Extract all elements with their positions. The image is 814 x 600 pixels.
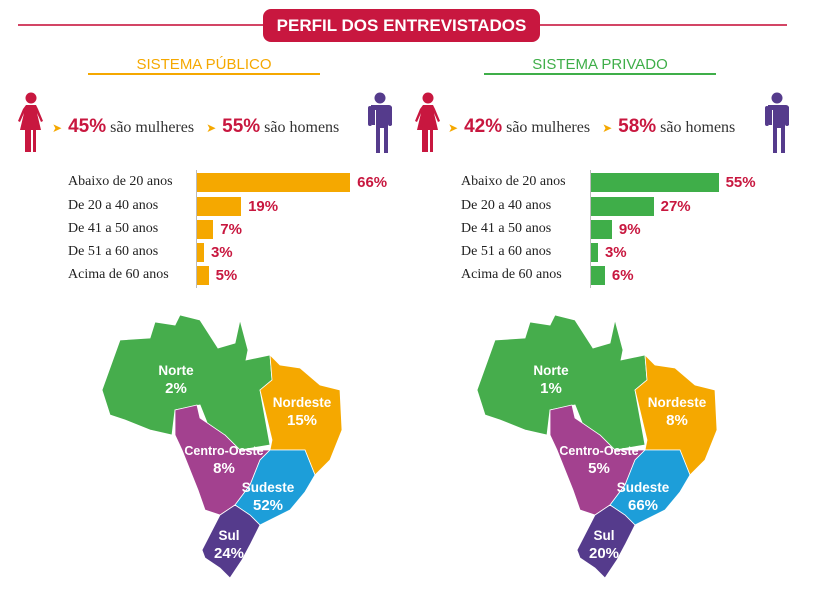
- map-region-name: Sudeste: [242, 480, 295, 495]
- arrow-icon: ➤: [206, 121, 217, 135]
- map-region-name: Centro-Oeste: [559, 444, 638, 458]
- bar-value-label: 9%: [618, 221, 641, 238]
- man-icon: [765, 92, 789, 159]
- page-title: PERFIL DOS ENTREVISTADOS: [263, 9, 540, 42]
- bar: [591, 173, 719, 192]
- bar-axis: [590, 170, 591, 288]
- bar-category-label: De 20 a 40 anos: [68, 198, 159, 213]
- map-region-value: 8%: [666, 412, 688, 429]
- map-region-value: 5%: [588, 460, 610, 477]
- section-title-publico: SISTEMA PÚBLICO: [136, 56, 272, 73]
- section-title-privado: SISTEMA PRIVADO: [532, 56, 668, 73]
- section-underline: [88, 73, 320, 75]
- map-region-value: 66%: [628, 497, 658, 514]
- bar-category-label: Abaixo de 20 anos: [68, 174, 173, 189]
- map-region-value: 15%: [287, 412, 317, 429]
- map-region-name: Sul: [593, 528, 614, 543]
- bar-category-label: Acima de 60 anos: [68, 267, 169, 282]
- bar-category-label: De 20 a 40 anos: [461, 198, 552, 213]
- bar-value-label: 27%: [660, 198, 691, 215]
- bar-category-label: Abaixo de 20 anos: [461, 174, 566, 189]
- woman-icon: [415, 92, 441, 159]
- man-icon: [368, 92, 392, 159]
- map-region-name: Norte: [533, 363, 569, 378]
- bar-value-label: 6%: [611, 267, 634, 284]
- woman-icon: [18, 92, 44, 159]
- map-region-nordeste: [259, 353, 343, 476]
- men-percent: 58%: [618, 116, 657, 137]
- section-underline: [484, 73, 716, 75]
- map-region-sul: [201, 504, 261, 579]
- bar: [197, 197, 242, 216]
- women-label: são mulheres: [506, 119, 591, 136]
- map-region-value: 1%: [540, 380, 562, 397]
- bar: [591, 243, 598, 262]
- bar-value-label: 55%: [725, 174, 756, 191]
- arrow-icon: ➤: [602, 121, 613, 135]
- map-region-name: Nordeste: [648, 395, 707, 410]
- gender-stats: ➤ 42% são mulheres ➤ 58% são homens: [448, 116, 735, 138]
- map-region-name: Norte: [158, 363, 194, 378]
- map-region-sul: [576, 504, 636, 579]
- men-label: são homens: [660, 119, 736, 136]
- bar-value-label: 3%: [210, 244, 233, 261]
- map-region-value: 52%: [253, 497, 283, 514]
- bar: [591, 266, 605, 285]
- map-region-nordeste: [634, 353, 718, 476]
- bar: [591, 220, 612, 239]
- bar-category-label: Acima de 60 anos: [461, 267, 562, 282]
- map-region-name: Nordeste: [273, 395, 332, 410]
- map-region-name: Centro-Oeste: [184, 444, 263, 458]
- map-region-name: Sul: [218, 528, 239, 543]
- arrow-icon: ➤: [52, 121, 63, 135]
- map-region-value: 2%: [165, 380, 187, 397]
- bar-value-label: 66%: [357, 174, 388, 191]
- women-percent: 42%: [464, 116, 503, 137]
- bar-value-label: 7%: [220, 221, 242, 238]
- bar-category-label: De 51 a 60 anos: [461, 244, 552, 259]
- men-percent: 55%: [222, 116, 261, 137]
- bar: [197, 220, 214, 239]
- bar: [197, 266, 209, 285]
- bar-value-label: 3%: [604, 244, 627, 261]
- map-region-name: Sudeste: [617, 480, 670, 495]
- map-region-value: 24%: [214, 545, 244, 562]
- bar: [591, 197, 654, 216]
- bar-value-label: 5%: [215, 267, 238, 284]
- women-percent: 45%: [68, 116, 107, 137]
- bar-category-label: De 51 a 60 anos: [68, 244, 159, 259]
- map-region-value: 20%: [589, 545, 619, 562]
- bar-category-label: De 41 a 50 anos: [461, 221, 552, 236]
- men-label: são homens: [264, 119, 340, 136]
- brazil-map-publico: Norte 2% Nordeste 15% Centro-Oeste 8% Sudeste 5…: [101, 314, 343, 579]
- bar: [197, 173, 351, 192]
- arrow-icon: ➤: [448, 121, 459, 135]
- map-region-value: 8%: [213, 460, 235, 477]
- bar: [197, 243, 204, 262]
- bar-value-label: 19%: [248, 198, 279, 215]
- bar-category-label: De 41 a 50 anos: [68, 221, 159, 236]
- bar-axis: [196, 170, 197, 288]
- women-label: são mulheres: [110, 119, 195, 136]
- gender-stats: ➤ 45% são mulheres ➤ 55% são homens: [52, 116, 339, 138]
- brazil-map-privado: Norte 1% Nordeste 8% Centro-Oeste 5% Sudeste 66…: [476, 314, 718, 579]
